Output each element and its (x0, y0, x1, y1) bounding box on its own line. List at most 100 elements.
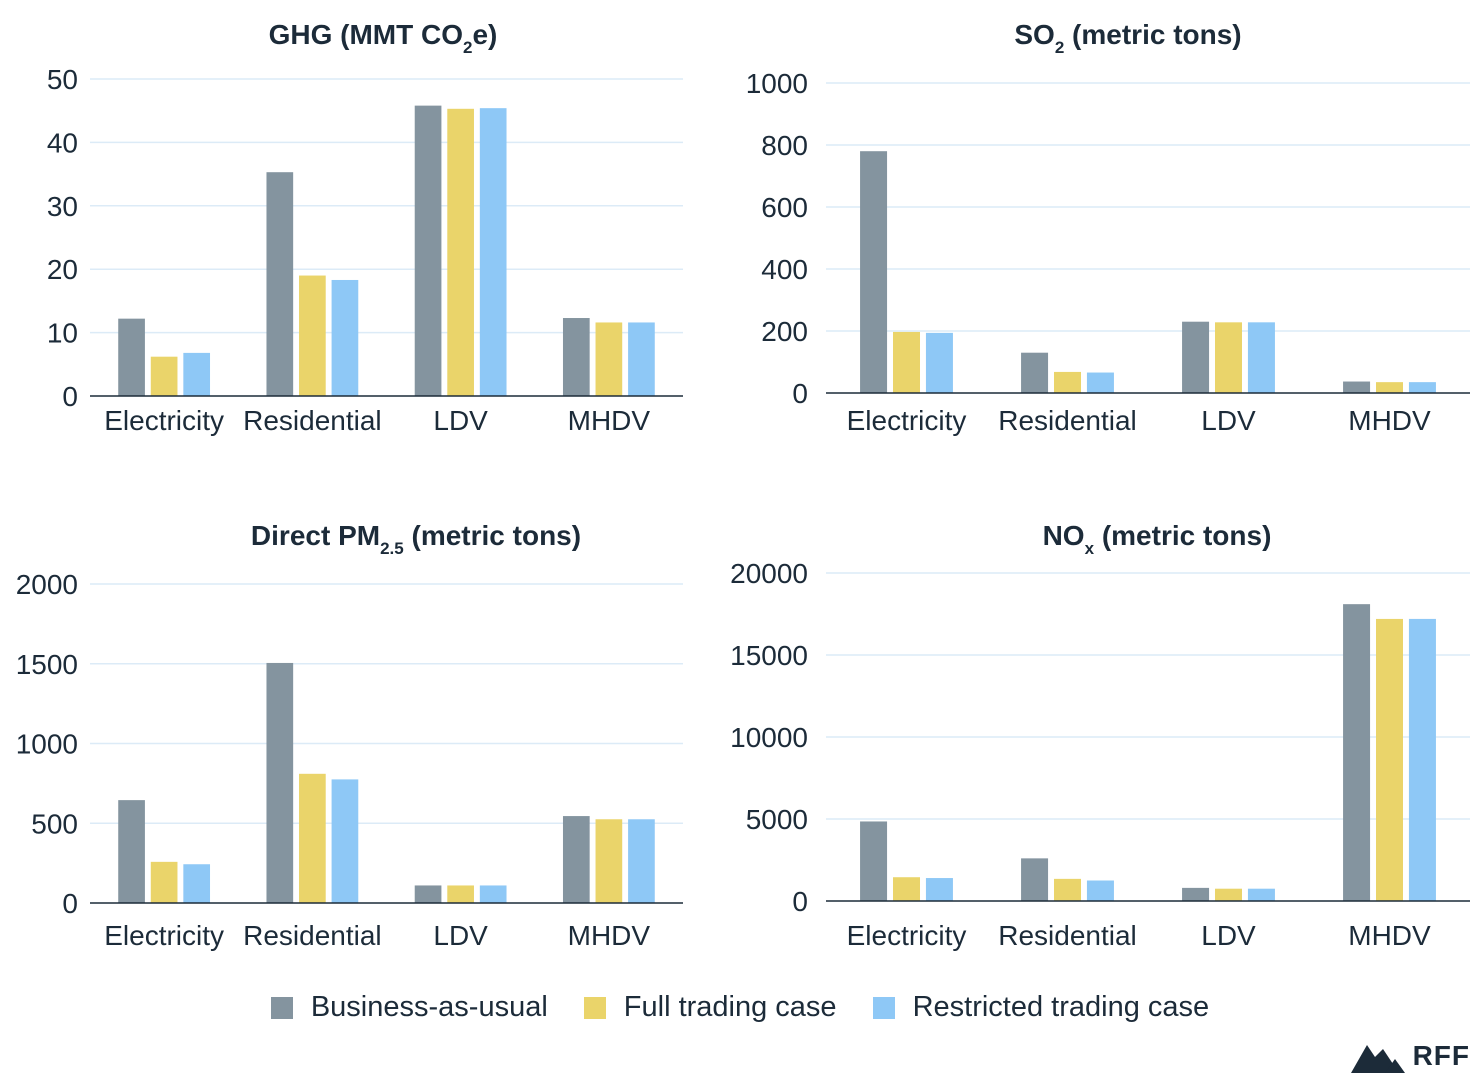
y-tick-label: 50 (47, 64, 78, 95)
chart-title-subscript: 2 (1055, 38, 1064, 57)
chart-panel-1: SO2 (metric tons) 0 200 400 600 800 1000 Electr… (746, 19, 1470, 436)
legend-label-full: Full trading case (623, 991, 837, 1023)
mountain-icon (1350, 1045, 1405, 1073)
bar-mhdv-2 (1408, 382, 1436, 393)
y-tick-label: 500 (31, 808, 78, 839)
x-tick-label: LDV (433, 405, 488, 436)
chart-title-tail: (metric tons) (1064, 19, 1241, 50)
legend-swatch-restricted (872, 996, 895, 1019)
bar-electricity-1 (150, 861, 178, 903)
bar-residential-1 (1054, 371, 1081, 393)
bar-mhdv-0 (1343, 381, 1371, 393)
chart-title-subscript: 2.5 (380, 539, 404, 558)
x-tick-label: Residential (243, 405, 382, 436)
bar-residential-2 (331, 279, 359, 396)
bar-mhdv-1 (595, 819, 623, 903)
y-tick-label: 200 (761, 316, 808, 347)
bar-mhdv-2 (628, 819, 655, 903)
bar-ldv-0 (1182, 887, 1210, 901)
bar-ldv-0 (1182, 321, 1210, 393)
bar-electricity-1 (893, 331, 920, 393)
bar-mhdv-2 (1408, 618, 1436, 901)
x-tick-label: MHDV (1348, 920, 1431, 951)
legend-label-bau: Business-as-usual (310, 991, 548, 1023)
chart-title: NOx (metric tons) (1043, 520, 1272, 558)
chart-title-subscript: 2 (463, 38, 472, 57)
chart-title-main: SO (1014, 19, 1054, 50)
chart-title-tail: e) (472, 19, 497, 50)
x-tick-label: Electricity (847, 920, 967, 951)
y-tick-label: 30 (47, 191, 78, 222)
bar-mhdv-1 (1376, 382, 1403, 393)
bar-mhdv-0 (562, 318, 590, 396)
bar-residential-0 (1021, 352, 1049, 393)
bar-ldv-2 (1247, 888, 1275, 901)
y-tick-label: 10000 (730, 722, 808, 753)
bar-electricity-2 (183, 864, 211, 903)
y-tick-label: 2000 (16, 569, 78, 600)
bar-electricity-1 (150, 356, 178, 396)
bar-mhdv-1 (595, 322, 623, 396)
y-tick-label: 400 (761, 254, 808, 285)
y-tick-label: 0 (62, 888, 78, 919)
chart-title-subscript: x (1085, 539, 1095, 558)
y-tick-label: 40 (47, 127, 78, 158)
legend-label-restricted: Restricted trading case (912, 991, 1210, 1023)
x-tick-label: Electricity (104, 405, 224, 436)
x-tick-label: LDV (1201, 405, 1256, 436)
y-tick-label: 0 (792, 886, 808, 917)
y-tick-label: 1000 (16, 729, 78, 760)
bar-residential-1 (1054, 878, 1081, 901)
chart-panel-3: NOx (metric tons) 0 5000 10000 15000 20000 Ele… (730, 520, 1470, 951)
bar-electricity-2 (183, 352, 211, 396)
chart-title: GHG (MMT CO2e) (269, 19, 498, 57)
bar-electricity-0 (118, 318, 145, 396)
y-tick-label: 20 (47, 254, 78, 285)
legend: Business-as-usual Full trading case Rest… (0, 985, 1480, 1030)
y-tick-label: 0 (62, 381, 78, 412)
x-tick-label: Electricity (847, 405, 967, 436)
logo-text: RFF (1412, 1040, 1470, 1071)
bar-ldv-0 (414, 885, 442, 903)
chart-title-tail: (metric tons) (1094, 520, 1271, 551)
bar-electricity-0 (860, 821, 888, 901)
bar-electricity-0 (118, 800, 145, 903)
bar-electricity-1 (893, 877, 920, 901)
chart-panel-2: Direct PM2.5 (metric tons) 0 500 1000 1500 20… (16, 520, 683, 951)
y-tick-label: 800 (761, 130, 808, 161)
bar-ldv-1 (447, 108, 474, 396)
bar-electricity-0 (860, 151, 888, 393)
bar-residential-0 (266, 662, 294, 903)
x-tick-label: Residential (998, 920, 1137, 951)
bar-residential-0 (266, 172, 294, 396)
bar-ldv-2 (479, 108, 507, 396)
chart-title: Direct PM2.5 (metric tons) (251, 520, 581, 558)
chart-title-tail: (metric tons) (404, 520, 581, 551)
y-tick-label: 10 (47, 318, 78, 349)
bar-ldv-1 (1215, 888, 1242, 901)
chart-panel-0: GHG (MMT CO2e) 0 10 20 30 40 50 Electricity Resi… (47, 19, 683, 436)
rff-logo: RFF (1350, 1039, 1470, 1073)
x-tick-label: Electricity (104, 920, 224, 951)
bar-ldv-2 (1247, 322, 1275, 393)
x-tick-label: Residential (998, 405, 1137, 436)
y-tick-label: 600 (761, 192, 808, 223)
x-tick-label: LDV (433, 920, 488, 951)
x-tick-label: LDV (1201, 920, 1256, 951)
x-tick-label: MHDV (568, 920, 651, 951)
bar-residential-2 (1086, 372, 1114, 393)
y-tick-label: 15000 (730, 640, 808, 671)
y-tick-label: 5000 (746, 804, 808, 835)
legend-item-restricted: Restricted trading case (872, 991, 1210, 1024)
y-tick-label: 20000 (730, 558, 808, 589)
bar-residential-2 (331, 779, 359, 903)
bar-mhdv-2 (628, 322, 655, 396)
chart-title-main: NO (1043, 520, 1085, 551)
bar-residential-1 (299, 773, 326, 903)
y-tick-label: 1000 (746, 68, 808, 99)
bar-residential-2 (1086, 880, 1114, 901)
legend-item-bau: Business-as-usual (270, 991, 548, 1024)
bar-electricity-2 (925, 878, 953, 901)
chart-title-main: Direct PM (251, 520, 380, 551)
bar-electricity-2 (925, 332, 953, 393)
